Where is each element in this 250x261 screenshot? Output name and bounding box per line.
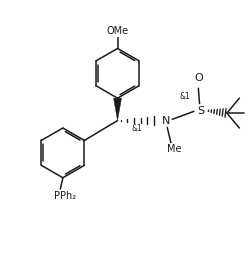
Text: S: S — [197, 106, 204, 116]
Text: PPh₂: PPh₂ — [54, 191, 76, 201]
Polygon shape — [114, 98, 122, 121]
Text: O: O — [194, 73, 203, 83]
Text: Me: Me — [168, 144, 182, 154]
Text: N: N — [162, 116, 170, 126]
Text: &1: &1 — [179, 92, 190, 102]
Text: OMe: OMe — [106, 26, 128, 36]
Text: &1: &1 — [131, 124, 142, 133]
